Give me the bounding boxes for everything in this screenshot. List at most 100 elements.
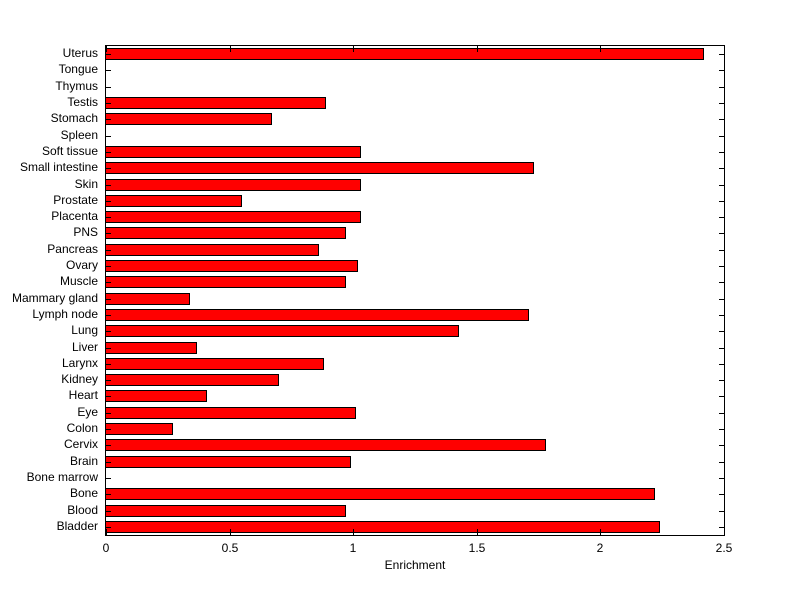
- bar-lung: [106, 325, 459, 337]
- y-tick-label-lung: Lung: [71, 323, 98, 337]
- y-tick-right-eye: [719, 413, 724, 414]
- y-tick-label-stomach: Stomach: [50, 111, 98, 125]
- x-tick-top-0: [106, 46, 107, 52]
- y-tick-left-pancreas: [106, 250, 111, 251]
- y-tick-right-blood: [719, 511, 724, 512]
- y-tick-right-placenta: [719, 217, 724, 218]
- y-tick-left-soft-tissue: [106, 152, 111, 153]
- y-tick-left-kidney: [106, 380, 111, 381]
- bar-small-intestine: [106, 162, 534, 174]
- y-tick-label-kidney: Kidney: [61, 372, 98, 386]
- y-tick-right-bone-marrow: [719, 478, 724, 479]
- y-tick-left-colon: [106, 429, 111, 430]
- y-tick-label-placenta: Placenta: [51, 209, 98, 223]
- y-tick-right-colon: [719, 429, 724, 430]
- y-tick-right-pancreas: [719, 250, 724, 251]
- y-tick-label-liver: Liver: [71, 340, 98, 354]
- bar-eye: [106, 407, 356, 419]
- y-tick-label-cervix: Cervix: [63, 437, 98, 451]
- y-tick-left-brain: [106, 462, 111, 463]
- y-tick-label-pns: PNS: [73, 225, 98, 239]
- y-tick-right-pns: [719, 233, 724, 234]
- y-tick-right-brain: [719, 462, 724, 463]
- y-tick-left-ovary: [106, 266, 111, 267]
- bar-uterus: [106, 48, 704, 60]
- bar-brain: [106, 456, 351, 468]
- bar-liver: [106, 342, 197, 354]
- y-tick-label-heart: Heart: [68, 388, 98, 402]
- bar-larynx: [106, 358, 324, 370]
- y-tick-right-spleen: [719, 136, 724, 137]
- y-tick-label-skin: Skin: [74, 177, 98, 191]
- y-tick-right-larynx: [719, 364, 724, 365]
- x-tick-top-2.5: [724, 46, 725, 52]
- y-tick-label-blood: Blood: [67, 503, 98, 517]
- y-tick-right-testis: [719, 103, 724, 104]
- y-tick-label-bone: Bone: [69, 486, 98, 500]
- y-tick-right-lung: [719, 331, 724, 332]
- x-tick-bottom-0.5: [230, 529, 231, 535]
- y-tick-left-tongue: [106, 70, 111, 71]
- x-tick-bottom-2.5: [724, 529, 725, 535]
- y-tick-label-testis: Testis: [67, 95, 98, 109]
- y-tick-label-pancreas: Pancreas: [47, 242, 98, 256]
- x-axis-tick-labels: 0 0.5 1 1.5 2 2.5: [103, 541, 733, 557]
- x-tick-top-0.5: [230, 46, 231, 52]
- y-tick-left-uterus: [106, 54, 111, 55]
- y-tick-label-uterus: Uterus: [62, 46, 98, 60]
- y-tick-right-kidney: [719, 380, 724, 381]
- x-tick-bottom-1.5: [477, 529, 478, 535]
- y-tick-left-larynx: [106, 364, 111, 365]
- y-tick-left-thymus: [106, 87, 111, 88]
- bar-ovary: [106, 260, 358, 272]
- y-tick-left-stomach: [106, 119, 111, 120]
- y-tick-right-skin: [719, 185, 724, 186]
- y-tick-label-muscle: Muscle: [59, 274, 98, 288]
- x-tick-top-1.5: [477, 46, 478, 52]
- y-tick-left-cervix: [106, 445, 111, 446]
- plot-area: [105, 45, 725, 536]
- x-tick-top-1: [353, 46, 354, 52]
- y-tick-right-ovary: [719, 266, 724, 267]
- bar-mammary-gland: [106, 293, 190, 305]
- y-tick-left-bone: [106, 494, 111, 495]
- y-tick-right-thymus: [719, 87, 724, 88]
- y-tick-label-brain: Brain: [69, 454, 98, 468]
- bar-soft-tissue: [106, 146, 361, 158]
- x-tick-label-2.5: 2.5: [715, 541, 733, 555]
- x-tick-bottom-2: [600, 529, 601, 535]
- bar-bone: [106, 488, 655, 500]
- bar-kidney: [106, 374, 279, 386]
- y-tick-label-soft-tissue: Soft tissue: [41, 144, 98, 158]
- x-tick-label-0.5: 0.5: [221, 541, 239, 555]
- y-tick-right-prostate: [719, 201, 724, 202]
- y-tick-left-bone-marrow: [106, 478, 111, 479]
- y-tick-label-ovary: Ovary: [65, 258, 98, 272]
- y-tick-left-mammary-gland: [106, 299, 111, 300]
- y-tick-left-lung: [106, 331, 111, 332]
- y-tick-label-mammary-gland: Mammary gland: [11, 291, 98, 305]
- y-tick-right-stomach: [719, 119, 724, 120]
- y-tick-right-lymph-node: [719, 315, 724, 316]
- y-tick-left-blood: [106, 511, 111, 512]
- y-tick-label-tongue: Tongue: [58, 62, 98, 76]
- y-tick-left-liver: [106, 348, 111, 349]
- y-tick-left-skin: [106, 185, 111, 186]
- y-tick-label-thymus: Thymus: [55, 79, 98, 93]
- y-tick-label-bone-marrow: Bone marrow: [26, 470, 98, 484]
- y-tick-left-prostate: [106, 201, 111, 202]
- bar-colon: [106, 423, 173, 435]
- bar-testis: [106, 97, 326, 109]
- y-tick-right-soft-tissue: [719, 152, 724, 153]
- y-tick-label-eye: Eye: [77, 405, 98, 419]
- y-tick-left-eye: [106, 413, 111, 414]
- y-tick-label-bladder: Bladder: [56, 519, 98, 533]
- y-tick-right-muscle: [719, 282, 724, 283]
- bar-blood: [106, 505, 346, 517]
- y-tick-right-heart: [719, 396, 724, 397]
- x-axis-label: Enrichment: [384, 558, 446, 572]
- y-tick-left-testis: [106, 103, 111, 104]
- x-tick-label-1.5: 1.5: [468, 541, 486, 555]
- bar-bladder: [106, 521, 660, 533]
- bar-stomach: [106, 113, 272, 125]
